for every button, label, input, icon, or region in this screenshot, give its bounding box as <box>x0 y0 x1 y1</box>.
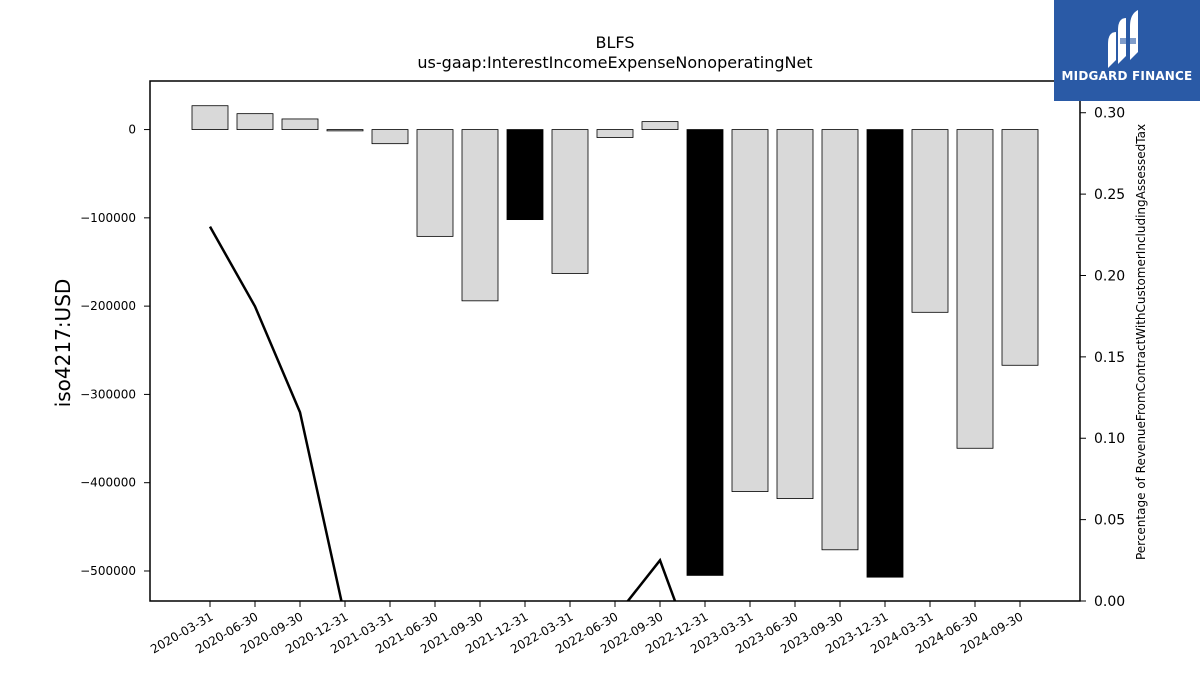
bar <box>596 129 634 138</box>
bar <box>911 129 949 313</box>
bar <box>236 113 274 130</box>
midgard-logo-mark-icon <box>1108 10 1138 68</box>
y2-axis-label: Percentage of RevenueFromContractWithCus… <box>1134 124 1148 560</box>
bar <box>1001 129 1039 366</box>
ratio-line <box>208 226 677 601</box>
y-axis-label: iso4217:USD <box>51 279 75 408</box>
logo-text: MIDGARD FINANCE <box>1061 69 1193 83</box>
y2-tick-label: 0.05 <box>1094 513 1125 529</box>
bar <box>551 129 589 274</box>
bar <box>461 129 499 302</box>
y-tick-label: −300000 <box>80 387 136 401</box>
bar <box>686 129 724 576</box>
bar <box>371 129 409 145</box>
y-tick-label: −400000 <box>80 476 136 490</box>
y2-tick-label: 0.20 <box>1094 268 1125 284</box>
y-tick-label: −100000 <box>80 211 136 225</box>
y2-tick-label: 0.15 <box>1094 350 1125 366</box>
y2-tick-label: 0.30 <box>1094 106 1125 122</box>
midgard-finance-logo: MIDGARD FINANCE <box>1054 0 1200 101</box>
chart-title: BLFS <box>596 33 635 52</box>
plot-frame <box>149 80 1081 602</box>
y-tick-label: −200000 <box>80 299 136 313</box>
y2-tick-label: 0.00 <box>1094 594 1125 610</box>
y2-tick-label: 0.10 <box>1094 431 1125 447</box>
bar <box>866 129 904 578</box>
y-tick-label: 0 <box>128 123 136 137</box>
bar <box>776 129 814 499</box>
y-tick-label: −500000 <box>80 564 136 578</box>
bars-layer <box>191 105 1039 578</box>
ratio-line-layer <box>208 226 677 601</box>
bar <box>281 118 319 130</box>
bar <box>326 129 364 132</box>
bar <box>821 129 859 551</box>
bar <box>956 129 994 449</box>
bar <box>506 129 544 221</box>
bar <box>191 105 229 130</box>
bar <box>641 121 679 130</box>
bar <box>416 129 454 237</box>
chart-subtitle: us-gaap:InterestIncomeExpenseNonoperatin… <box>417 53 812 72</box>
bar <box>731 129 769 492</box>
y2-tick-label: 0.25 <box>1094 187 1125 203</box>
